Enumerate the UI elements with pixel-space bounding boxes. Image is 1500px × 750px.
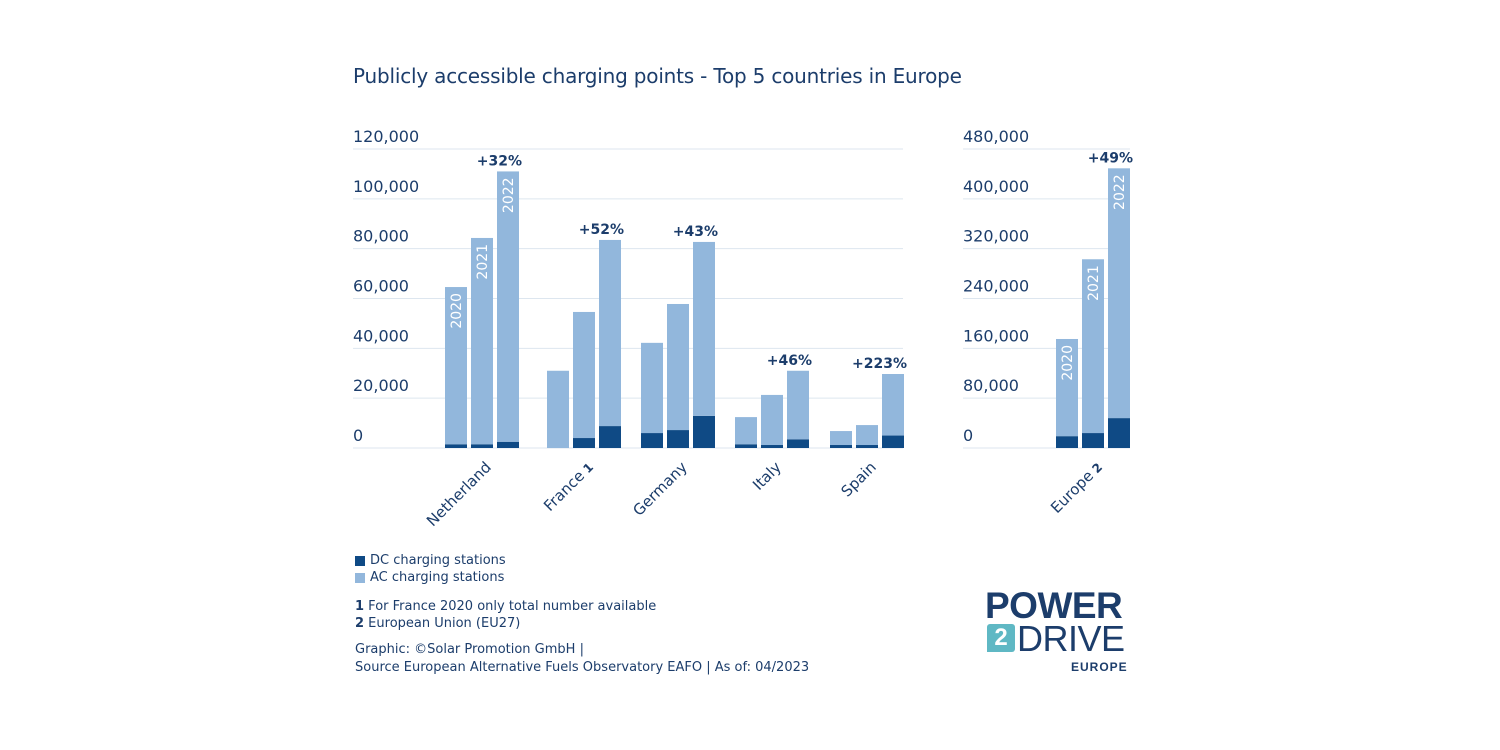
growth-label: +49% bbox=[1088, 150, 1133, 166]
logo-word-drive: DRIVE bbox=[1017, 618, 1125, 659]
y-tick-label: 0 bbox=[963, 426, 973, 445]
bar-dc-germany-2021 bbox=[667, 430, 689, 448]
bar-dc-italy-2022 bbox=[787, 439, 809, 448]
bar-dc-spain-2021 bbox=[856, 445, 878, 448]
footnote-2: 2 European Union (EU27) bbox=[355, 615, 656, 632]
y-tick-label: 400,000 bbox=[963, 177, 1029, 196]
y-tick-label: 20,000 bbox=[353, 376, 409, 395]
chart-title: Publicly accessible charging points - To… bbox=[353, 64, 962, 88]
bar-ac-germany-2021 bbox=[667, 303, 689, 431]
bar-dc-europe-2022 bbox=[1108, 418, 1130, 448]
bar-ac-netherland-2022 bbox=[497, 171, 519, 442]
bar-ac-spain-2022 bbox=[882, 373, 904, 436]
bars-left: 2020 2021 2022 +32% +52% +43% +46% +223% bbox=[445, 153, 907, 448]
bar-ac-italy-2020 bbox=[735, 417, 757, 445]
y-tick-label: 100,000 bbox=[353, 177, 419, 196]
bar-year-label: 2021 bbox=[475, 244, 491, 280]
legend: DC charging stations AC charging station… bbox=[355, 552, 506, 586]
x-tick-footnote: 1 bbox=[580, 460, 596, 476]
y-tick-label: 320,000 bbox=[963, 227, 1029, 246]
x-tick-footnote: 2 bbox=[1089, 460, 1105, 476]
legend-swatch-ac bbox=[355, 572, 365, 583]
x-axis-labels: Netherland France1 Germany Italy Spain Europe… bbox=[423, 458, 1106, 530]
growth-label: +46% bbox=[767, 353, 812, 369]
bar-dc-netherland-2020 bbox=[445, 444, 467, 448]
bar-year-label: 2020 bbox=[1060, 345, 1076, 381]
bar-dc-germany-2022 bbox=[693, 415, 715, 448]
logo-word-europe: EUROPE bbox=[1071, 660, 1128, 674]
x-tick-label: Spain bbox=[837, 458, 879, 500]
bar-dc-france-2022 bbox=[599, 426, 621, 448]
bar-ac-spain-2020 bbox=[830, 431, 852, 446]
legend-label-dc: DC charging stations bbox=[370, 553, 506, 568]
bar-ac-germany-2022 bbox=[693, 241, 715, 416]
x-tick-label: Italy bbox=[749, 458, 785, 494]
bar-year-label: 2020 bbox=[449, 293, 465, 329]
bar-ac-netherland-2021 bbox=[471, 237, 493, 445]
bar-dc-europe-2020 bbox=[1056, 436, 1078, 448]
credits: Graphic: ©Solar Promotion GmbH | Source … bbox=[355, 641, 809, 677]
footnote-text: European Union (EU27) bbox=[364, 616, 521, 631]
growth-label: +32% bbox=[477, 153, 522, 169]
bar-ac-germany-2020 bbox=[641, 342, 663, 434]
bar-ac-europe-2020 bbox=[1056, 338, 1078, 437]
bar-dc-italy-2021 bbox=[761, 445, 783, 448]
bar-year-label: 2022 bbox=[1112, 174, 1128, 210]
footnote-1: 1 For France 2020 only total number avai… bbox=[355, 598, 656, 615]
x-tick-label: Netherland bbox=[423, 458, 495, 530]
bar-ac-spain-2021 bbox=[856, 425, 878, 446]
x-tick-label: Europe2 bbox=[1047, 458, 1106, 517]
credits-graphic: Graphic: ©Solar Promotion GmbH | bbox=[355, 642, 584, 657]
gridlines-left: 0 20,000 40,000 60,000 80,000 100,000 120,000 bbox=[353, 127, 903, 449]
bar-year-label: 2021 bbox=[1086, 265, 1102, 301]
y-tick-label: 80,000 bbox=[963, 376, 1019, 395]
bar-dc-europe-2021 bbox=[1082, 433, 1104, 448]
bar-dc-germany-2020 bbox=[641, 433, 663, 448]
footnote-mark: 1 bbox=[355, 599, 365, 614]
growth-label: +52% bbox=[579, 222, 624, 238]
bars-right: 2020 2021 2022 +49% bbox=[1056, 150, 1133, 448]
footnote-text: For France 2020 only total number availa… bbox=[364, 599, 657, 614]
growth-label: +223% bbox=[852, 356, 907, 372]
y-tick-label: 40,000 bbox=[353, 326, 409, 345]
y-tick-label: 240,000 bbox=[963, 277, 1029, 296]
legend-item-dc: DC charging stations bbox=[355, 552, 506, 569]
bar-dc-spain-2022 bbox=[882, 435, 904, 448]
bar-ac-france-2021 bbox=[573, 311, 595, 439]
y-tick-label: 160,000 bbox=[963, 326, 1029, 345]
gridlines-right: 0 80,000 160,000 240,000 320,000 400,000 480,0… bbox=[963, 127, 1130, 449]
growth-label: +43% bbox=[673, 224, 718, 240]
legend-label-ac: AC charging stations bbox=[370, 570, 505, 585]
y-tick-label: 60,000 bbox=[353, 277, 409, 296]
bar-year-label: 2022 bbox=[501, 177, 517, 213]
legend-swatch-dc bbox=[355, 555, 365, 566]
bar-ac-italy-2022 bbox=[787, 370, 809, 440]
x-tick-label: Germany bbox=[629, 458, 691, 520]
bar-ac-netherland-2020 bbox=[445, 287, 467, 445]
bar-ac-france-2022 bbox=[599, 239, 621, 427]
bar-ac-europe-2021 bbox=[1082, 259, 1104, 434]
credits-source: Source European Alternative Fuels Observ… bbox=[355, 660, 810, 675]
logo-word-power: POWER bbox=[985, 585, 1123, 626]
power2drive-logo: POWER 2 DRIVE EUROPE bbox=[985, 585, 1135, 678]
y-tick-label: 480,000 bbox=[963, 127, 1029, 146]
y-tick-label: 0 bbox=[353, 426, 363, 445]
bar-dc-netherland-2021 bbox=[471, 444, 493, 448]
legend-item-ac: AC charging stations bbox=[355, 569, 506, 586]
bar-dc-france-2021 bbox=[573, 438, 595, 448]
bar-ac-italy-2021 bbox=[761, 394, 783, 446]
logo-digit-badge: 2 bbox=[987, 624, 1015, 652]
y-tick-label: 120,000 bbox=[353, 127, 419, 146]
bar-dc-italy-2020 bbox=[735, 444, 757, 448]
bar-dc-spain-2020 bbox=[830, 445, 852, 448]
footnotes: 1 For France 2020 only total number avai… bbox=[355, 598, 656, 632]
bar-ac-france-2020 bbox=[547, 370, 569, 448]
bar-dc-netherland-2022 bbox=[497, 441, 519, 448]
bar-ac-europe-2022 bbox=[1108, 168, 1130, 419]
y-tick-label: 80,000 bbox=[353, 227, 409, 246]
footnote-mark: 2 bbox=[355, 616, 365, 631]
x-tick-label: France1 bbox=[540, 458, 597, 515]
